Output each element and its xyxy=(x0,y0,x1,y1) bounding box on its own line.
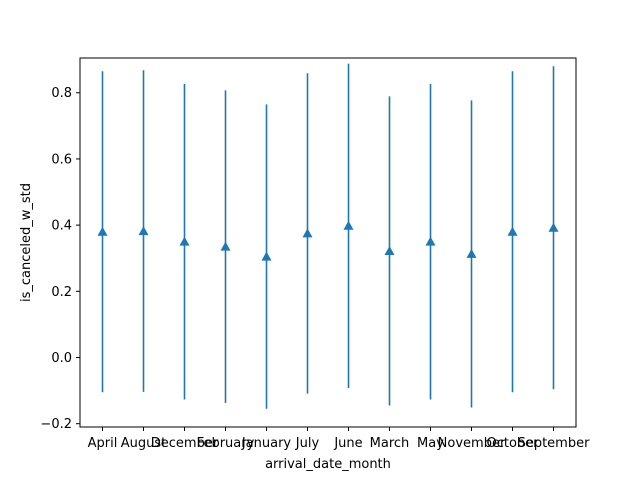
data-point xyxy=(384,245,395,255)
x-axis-label: arrival_date_month xyxy=(265,457,391,472)
data-point xyxy=(97,226,108,236)
x-tick-label: October xyxy=(486,436,539,451)
x-tick-label: April xyxy=(88,436,118,451)
y-tick-label: 0.4 xyxy=(51,219,72,234)
y-tick-label: 0.0 xyxy=(51,351,72,366)
data-point xyxy=(343,220,354,230)
data-point xyxy=(179,236,190,246)
x-tick-label: August xyxy=(121,436,167,451)
y-tick-label: 0.8 xyxy=(51,86,72,101)
y-tick-label: 0.6 xyxy=(51,152,72,167)
y-tick-label: −0.2 xyxy=(40,417,72,432)
data-point xyxy=(261,251,272,261)
data-point xyxy=(507,226,518,236)
x-tick-label: September xyxy=(518,436,591,451)
y-axis: −0.2 0.0 0.2 0.4 0.6 0.8 xyxy=(40,86,80,432)
data-point xyxy=(466,248,477,258)
x-tick-label: March xyxy=(370,436,410,451)
x-tick-label: June xyxy=(333,436,362,451)
data-point xyxy=(138,226,149,236)
y-axis-label: is_canceled_w_std xyxy=(19,183,34,302)
x-tick-label: May xyxy=(417,436,444,451)
data-point xyxy=(548,222,559,232)
plot-area xyxy=(97,63,559,409)
data-point xyxy=(220,241,231,251)
x-tick-label: January xyxy=(241,436,292,451)
x-tick-label: February xyxy=(197,436,255,451)
x-tick-label: July xyxy=(295,436,320,451)
x-tick-label: November xyxy=(438,436,506,451)
x-tick-label: December xyxy=(151,436,219,451)
data-point xyxy=(425,236,436,246)
y-tick-label: 0.2 xyxy=(51,285,72,300)
data-point xyxy=(302,228,313,238)
axes-frame xyxy=(79,57,577,428)
